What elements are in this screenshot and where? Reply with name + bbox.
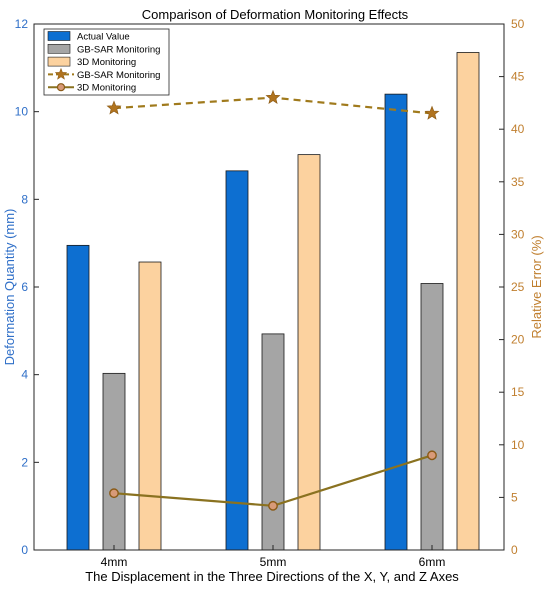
legend-swatch <box>47 56 71 67</box>
bar-actual-value-4mm <box>66 244 90 551</box>
bar-actual-value-6mm <box>384 93 408 551</box>
x-axis: 4mm 5mm 6mm <box>101 545 446 569</box>
chart-title: Comparison of Deformation Monitoring Eff… <box>142 7 409 22</box>
left-axis: 0 2 4 6 8 10 12 <box>15 17 39 557</box>
marker-star-4mm <box>106 100 122 115</box>
marker-star-6mm <box>424 105 440 120</box>
legend-label: 3D Monitoring <box>77 57 136 68</box>
right-tick-label: 20 <box>511 333 525 347</box>
right-tick-label: 45 <box>511 70 525 84</box>
x-tick-label: 6mm <box>419 555 446 569</box>
left-tick-label: 8 <box>21 192 28 206</box>
marker-star-5mm <box>265 89 281 104</box>
left-tick-label: 6 <box>21 280 28 294</box>
bar-gb-sar-monitoring-4mm <box>102 372 126 551</box>
legend-star-icon <box>54 67 68 80</box>
left-tick-label: 10 <box>15 105 29 119</box>
bar-3d-monitoring-4mm <box>138 261 162 551</box>
left-tick-label: 2 <box>21 455 28 469</box>
legend-label: GB-SAR Monitoring <box>77 44 160 55</box>
x-tick-label: 5mm <box>260 555 287 569</box>
marker-circle-4mm <box>109 488 119 499</box>
right-tick-label: 25 <box>511 280 525 294</box>
legend-label: GB-SAR Monitoring <box>77 70 160 81</box>
legend-label: 3D Monitoring <box>77 83 136 94</box>
left-tick-label: 12 <box>15 17 29 31</box>
right-tick-label: 35 <box>511 175 525 189</box>
right-tick-label: 50 <box>511 17 525 31</box>
right-tick-label: 15 <box>511 385 525 399</box>
bar-gb-sar-monitoring-5mm <box>261 333 285 551</box>
x-tick-label: 4mm <box>101 555 128 569</box>
legend-label: Actual Value <box>77 32 130 43</box>
right-tick-label: 30 <box>511 227 525 241</box>
right-tick-label: 5 <box>511 490 518 504</box>
legend-swatch <box>47 31 71 41</box>
marker-circle-5mm <box>268 500 278 511</box>
right-tick-label: 10 <box>511 438 525 452</box>
bar-3d-monitoring-6mm <box>456 52 480 551</box>
legend-circle-icon <box>56 83 66 92</box>
marker-circle-6mm <box>427 450 437 461</box>
legend-swatch <box>47 43 71 54</box>
left-tick-label: 0 <box>21 543 28 557</box>
right-tick-label: 0 <box>511 543 518 557</box>
bars-layer <box>66 52 480 551</box>
bar-3d-monitoring-5mm <box>297 154 321 551</box>
right-axis: 0 5 10 15 20 25 30 35 40 45 50 <box>499 17 525 557</box>
bar-gb-sar-monitoring-6mm <box>420 283 444 551</box>
lines-layer <box>106 89 440 511</box>
left-tick-label: 4 <box>21 368 28 382</box>
x-axis-label: The Displacement in the Three Directions… <box>85 569 459 584</box>
y-axis-label: Deformation Quantity (mm) <box>2 209 17 366</box>
y2-axis-label: Relative Error (%) <box>529 235 544 338</box>
right-tick-label: 40 <box>511 122 525 136</box>
bar-actual-value-5mm <box>225 170 249 551</box>
